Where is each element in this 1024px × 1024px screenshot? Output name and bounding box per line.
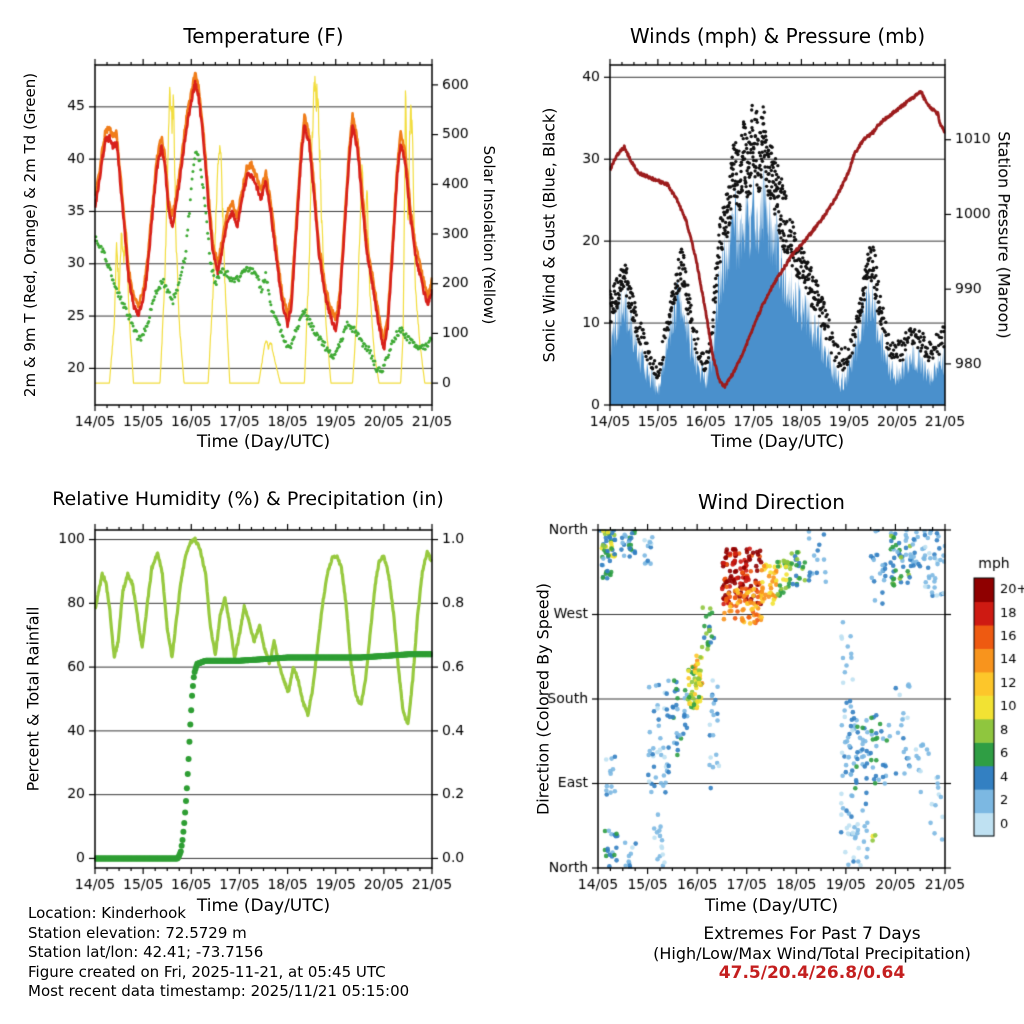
winds-title: Winds (mph) & Pressure (mb) xyxy=(629,24,926,48)
footer-timestamp: Most recent data timestamp: 2025/11/21 0… xyxy=(28,982,410,1000)
humidity-ylabel-left: Percent & Total Rainfall xyxy=(23,606,43,792)
direction-ylabel-left: Direction (Colored By Speed) xyxy=(533,582,553,816)
temperature-ylabel-right: Solar Insolation (Yellow) xyxy=(480,145,498,325)
temperature-title: Temperature (F) xyxy=(183,24,344,48)
direction-xlabel: Time (Day/UTC) xyxy=(704,896,839,916)
extremes-title: Extremes For Past 7 Days xyxy=(703,924,921,944)
footer-info: Location: Kinderhook Station elevation: … xyxy=(28,904,409,1002)
extremes-values: 47.5/20.4/26.8/0.64 xyxy=(718,963,906,983)
winds-ylabel-right: Station Pressure (Maroon) xyxy=(994,131,1014,339)
extremes-block: Extremes For Past 7 Days (High/Low/Max W… xyxy=(612,924,1012,983)
humidity-xlabel: Time (Day/UTC) xyxy=(196,896,331,916)
footer-elevation: Station elevation: 72.5729 m xyxy=(28,923,247,942)
winds-xlabel: Time (Day/UTC) xyxy=(710,432,845,452)
direction-title: Wind Direction xyxy=(698,490,845,514)
winds-ylabel-left: Sonic Wind & Gust (Blue, Black) xyxy=(539,107,559,363)
humidity-title: Relative Humidity (%) & Precipitation (i… xyxy=(52,488,444,510)
footer-created: Figure created on Fri, 2025-11-21, at 05… xyxy=(28,962,386,981)
footer-latlon: Station lat/lon: 42.41; -73.7156 xyxy=(28,943,264,961)
extremes-subtitle: (High/Low/Max Wind/Total Precipitation) xyxy=(653,944,971,963)
footer-location: Location: Kinderhook xyxy=(28,904,186,922)
temperature-xlabel: Time (Day/UTC) xyxy=(196,432,331,452)
temperature-ylabel-left: 2m & 9m T (Red, Orange) & 2m Td (Green) xyxy=(21,72,39,398)
